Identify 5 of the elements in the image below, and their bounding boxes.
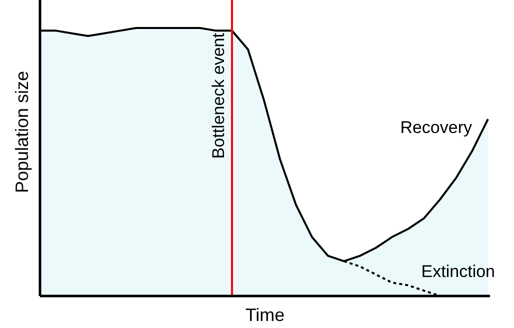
annotation: Bottleneck event xyxy=(209,32,228,159)
annotation: Extinction xyxy=(421,262,495,281)
annotation: Recovery xyxy=(400,118,472,137)
x-axis-title: Time xyxy=(245,305,285,325)
y-axis-title: Population size xyxy=(12,70,32,194)
